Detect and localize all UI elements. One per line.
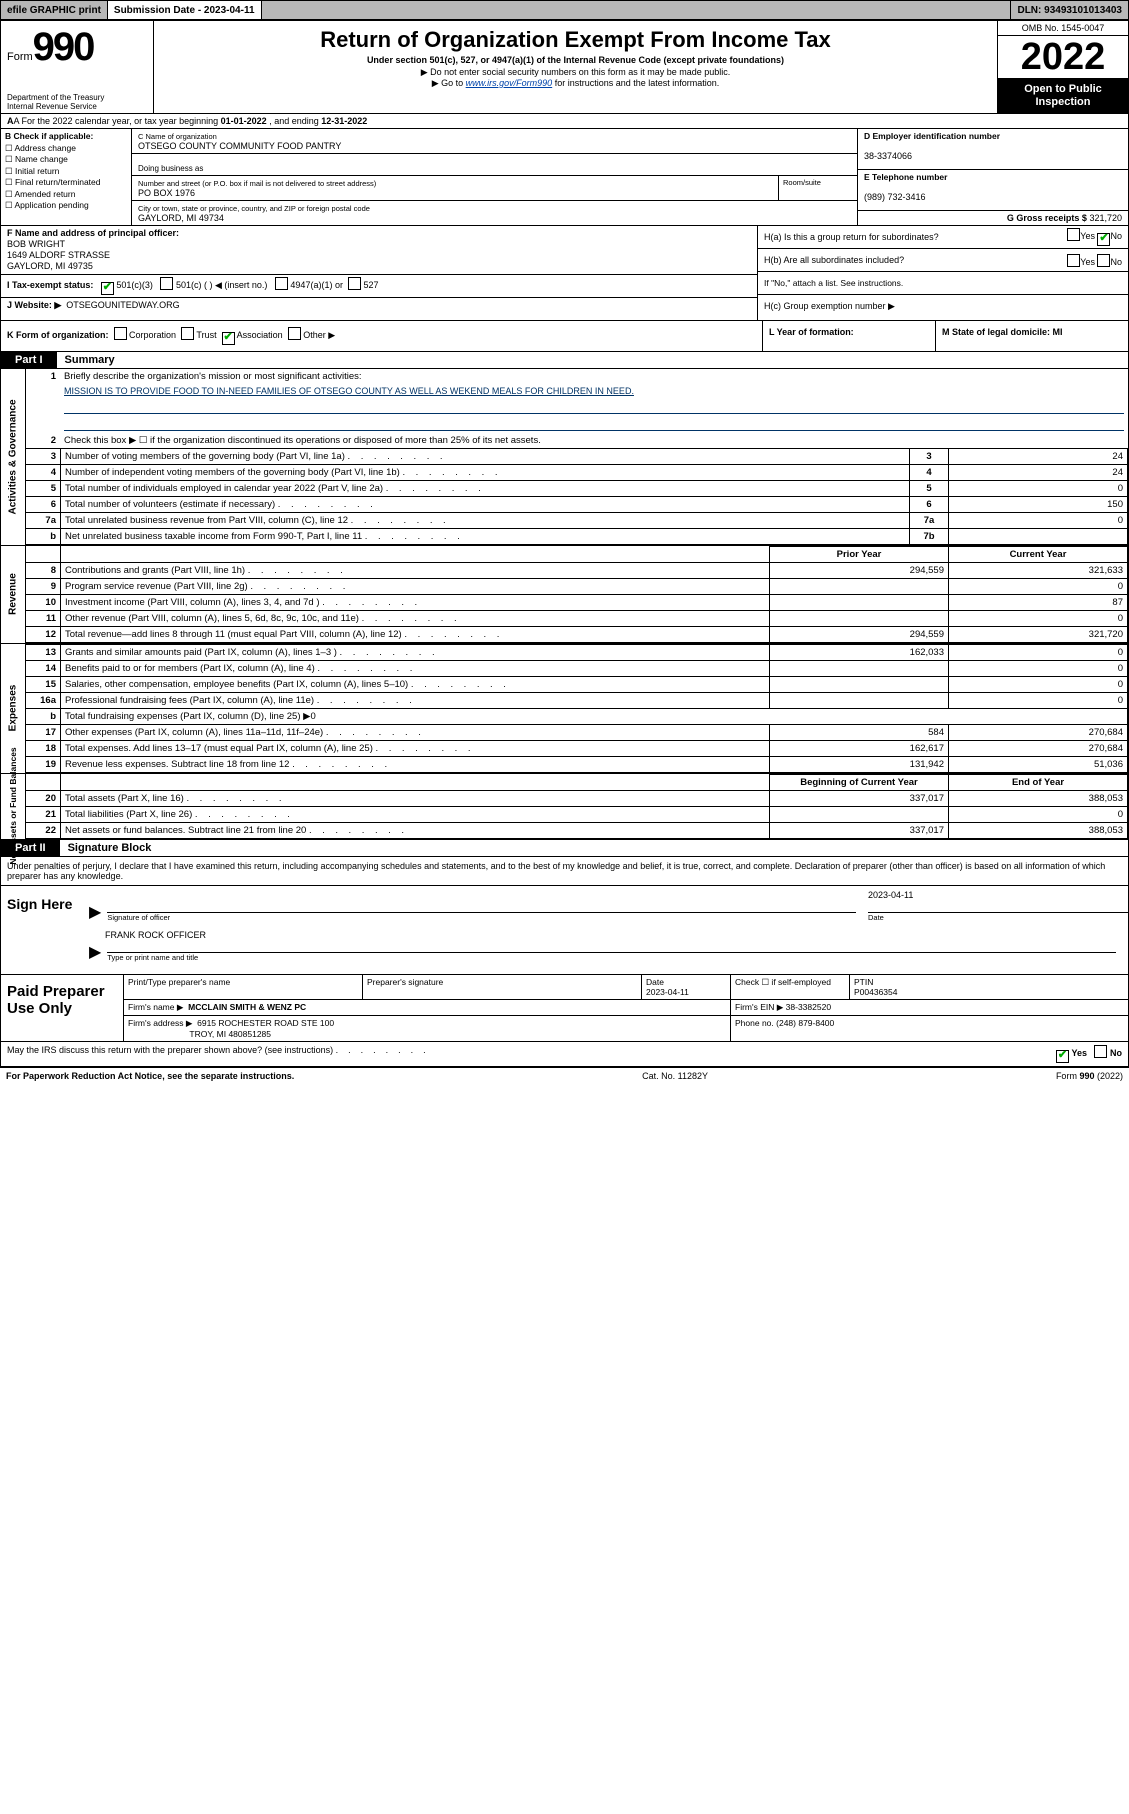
h-c: H(c) Group exemption number ▶: [758, 295, 1128, 317]
top-bar: efile GRAPHIC print Submission Date - 20…: [0, 0, 1129, 20]
h-b-note: If "No," attach a list. See instructions…: [758, 272, 1128, 295]
efile-label: efile GRAPHIC print: [1, 1, 108, 19]
tax-year: 2022: [998, 36, 1128, 79]
col-d: D Employer identification number 38-3374…: [857, 129, 1128, 225]
paid-preparer-block: Paid Preparer Use Only Print/Type prepar…: [1, 975, 1128, 1042]
irs-link[interactable]: www.irs.gov/Form990: [466, 78, 553, 88]
dept-label: Department of the Treasury Internal Reve…: [7, 94, 104, 112]
part-ii-header: Part II Signature Block: [1, 840, 1128, 857]
section-b-c-d: B Check if applicable: ☐ Address change …: [1, 129, 1128, 226]
row-k-l-m: K Form of organization: Corporation Trus…: [1, 321, 1128, 352]
section-net-assets: Net Assets or Fund Balances Beginning of…: [1, 774, 1128, 840]
section-expenses: Expenses 13 Grants and similar amounts p…: [1, 644, 1128, 774]
row-j-website: J Website: ▶ OTSEGOUNITEDWAY.ORG: [1, 298, 757, 320]
col-c-org: C Name of organization OTSEGO COUNTY COM…: [132, 129, 857, 225]
subtitle-2: ▶ Do not enter social security numbers o…: [162, 67, 989, 78]
part-i-header: Part I Summary: [1, 352, 1128, 369]
section-governance: Activities & Governance 1Briefly describ…: [1, 369, 1128, 546]
section-f-i-j-h: F Name and address of principal officer:…: [1, 226, 1128, 320]
org-city: GAYLORD, MI 49734: [138, 213, 224, 223]
mission-text: MISSION IS TO PROVIDE FOOD TO IN-NEED FA…: [64, 386, 634, 396]
form-header: Form990 Department of the Treasury Inter…: [1, 21, 1128, 114]
dba-row: Doing business as: [132, 154, 857, 176]
section-revenue: Revenue Prior Year Current Year 8 Contri…: [1, 546, 1128, 644]
org-address: PO BOX 1976: [138, 188, 195, 198]
governance-table: 3 Number of voting members of the govern…: [26, 448, 1128, 545]
room-suite: Room/suite: [779, 176, 857, 200]
website: OTSEGOUNITEDWAY.ORG: [66, 300, 179, 310]
form-title: Return of Organization Exempt From Incom…: [162, 27, 989, 53]
org-name: OTSEGO COUNTY COMMUNITY FOOD PANTRY: [138, 141, 341, 151]
submission-date: Submission Date - 2023-04-11: [108, 1, 262, 19]
subtitle-1: Under section 501(c), 527, or 4947(a)(1)…: [162, 55, 989, 65]
signature-declaration: Under penalties of perjury, I declare th…: [1, 857, 1128, 886]
h-b: H(b) Are all subordinates included? Yes …: [758, 249, 1128, 272]
h-a: H(a) Is this a group return for subordin…: [758, 226, 1128, 249]
sig-date-value: 2023-04-11: [868, 890, 1128, 900]
phone-value: (989) 732-3416: [864, 192, 926, 202]
row-a-period: AA For the 2022 calendar year, or tax ye…: [1, 114, 1128, 129]
subtitle-3: ▶ Go to www.irs.gov/Form990 for instruct…: [162, 78, 989, 89]
revenue-table: Prior Year Current Year 8 Contributions …: [26, 546, 1128, 643]
inspection-badge: Open to Public Inspection: [998, 79, 1128, 113]
net-assets-table: Beginning of Current Year End of Year 20…: [26, 774, 1128, 839]
officer-name: FRANK ROCK OFFICER: [105, 930, 1128, 940]
ein-value: 38-3374066: [864, 151, 912, 161]
omb-number: OMB No. 1545-0047: [998, 21, 1128, 36]
form-number: Form990: [7, 25, 147, 70]
row-i-tax-status: I Tax-exempt status: ✔ 501(c)(3) 501(c) …: [1, 275, 757, 298]
sign-here-block: Sign Here 2023-04-11 ▶ Signature of offi…: [1, 886, 1128, 975]
page-footer: For Paperwork Reduction Act Notice, see …: [0, 1068, 1129, 1084]
row-f-officer: F Name and address of principal officer:…: [1, 226, 757, 274]
irs-discuss-row: May the IRS discuss this return with the…: [1, 1042, 1128, 1067]
form-990: Form990 Department of the Treasury Inter…: [0, 20, 1129, 1068]
expenses-table: 13 Grants and similar amounts paid (Part…: [26, 644, 1128, 773]
col-b-checkboxes: B Check if applicable: ☐ Address change …: [1, 129, 132, 225]
dln: DLN: 93493101013403: [1010, 1, 1128, 19]
gross-receipts: 321,720: [1089, 213, 1122, 223]
